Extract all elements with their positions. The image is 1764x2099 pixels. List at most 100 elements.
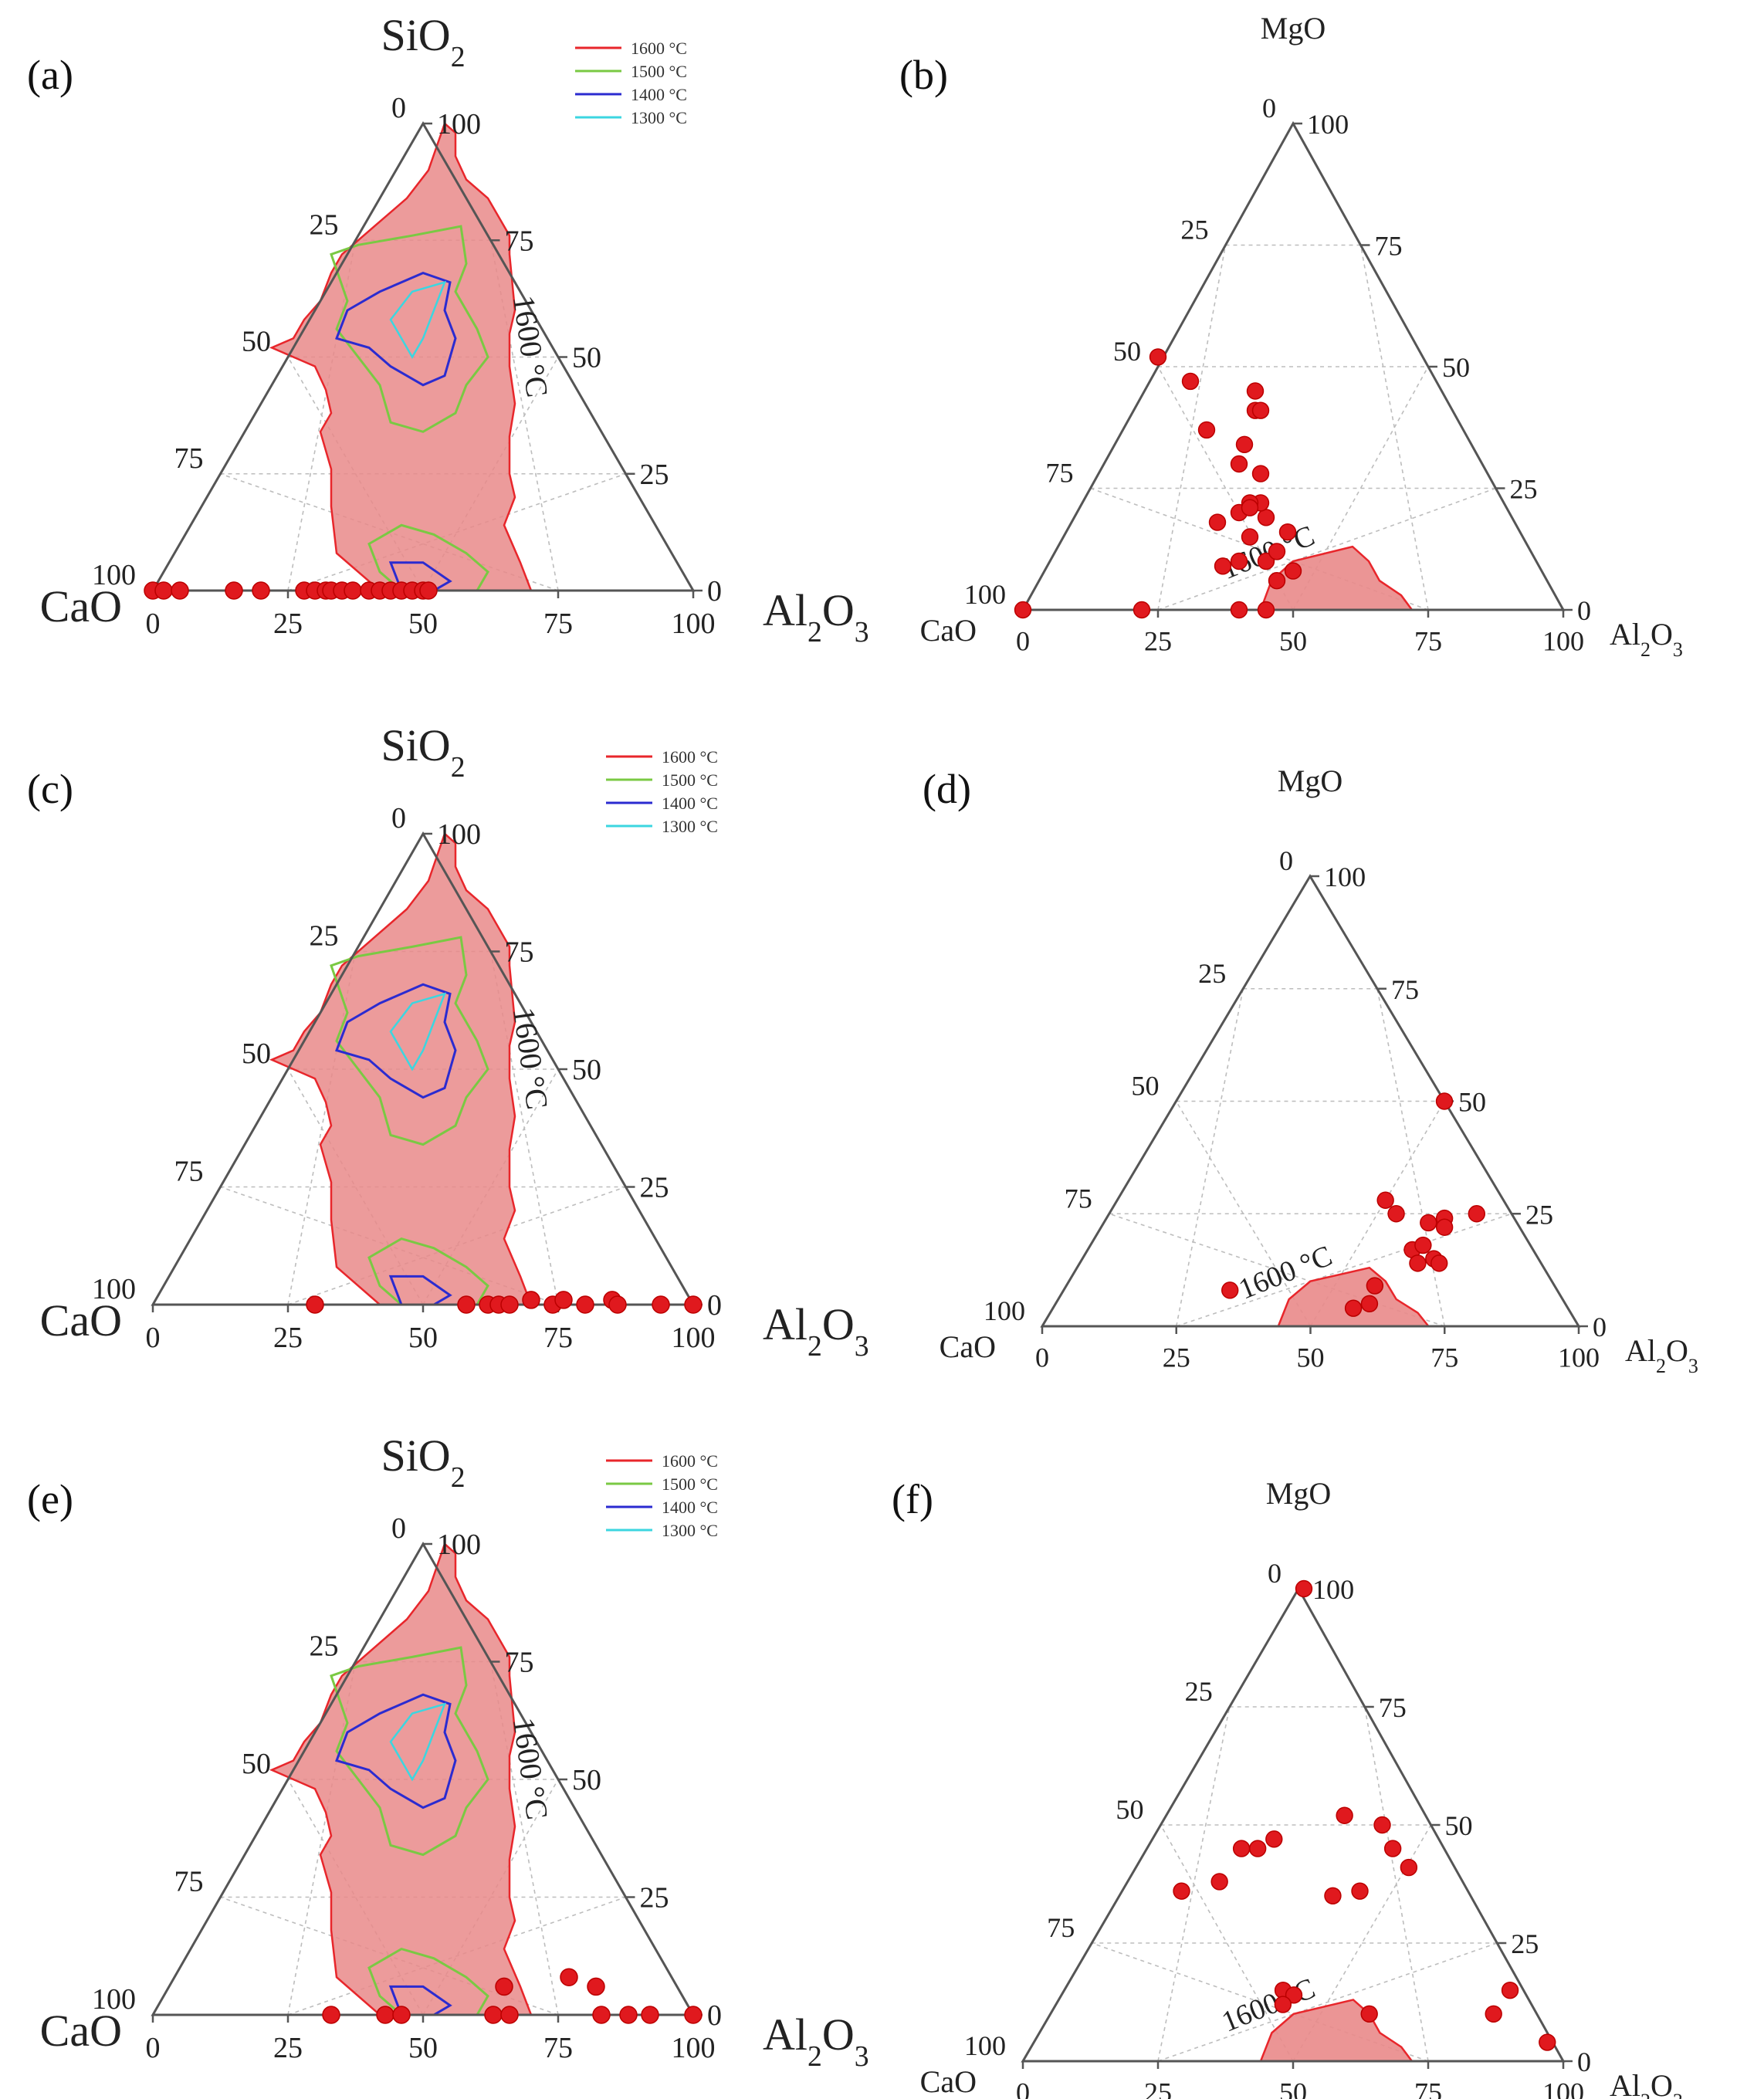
data-point [1246,382,1265,400]
right-tick-label: 0 [1593,1312,1607,1342]
right-tick-label: 25 [1511,1928,1539,1959]
bottom-tick-label: 50 [408,2032,438,2064]
right-tick-label: 50 [572,342,601,374]
bottom-tick-label: 75 [1414,2077,1442,2099]
data-point [322,2006,340,2024]
right-component-label-part: 3 [1673,638,1683,661]
data-point [1539,2033,1556,2051]
data-point [652,1295,670,1314]
data-point [1235,435,1254,453]
isotherm-1300 [389,1702,447,1782]
legend-label: 1300 °C [631,108,687,127]
data-point [1274,1996,1292,2013]
data-point [1284,562,1302,580]
data-point [500,2006,519,2024]
legend: 1600 °C 1500 °C 1400 °C 1300 °C [606,747,718,836]
right-component-label: Al2O3 [1625,1333,1698,1377]
tick-labels: 0 0 0 25 25 25 50 50 50 75 75 75 100 100 100 [964,1558,1591,2099]
top-component-label-part: MgO [1261,11,1326,46]
right-tick-label: 50 [572,1054,601,1086]
right-tick-label: 0 [707,575,722,608]
left-tick-label: 100 [92,1273,136,1305]
left-tick-label: 25 [310,920,339,953]
data-points [322,1968,703,2024]
data-point [1181,372,1200,391]
legend-label: 1400 °C [662,794,718,813]
right-tick-label: 100 [1307,109,1349,140]
left-tick-label: 100 [984,1295,1025,1326]
legend-label: 1300 °C [662,1521,718,1540]
top-component-label-part: MgO [1278,763,1342,798]
data-point [1351,1882,1369,1900]
top-component-label-part: SiO [381,10,450,60]
data-point [1360,1295,1379,1313]
right-component-label-part: O [1666,1333,1688,1368]
panel-label: (f) [892,1476,933,1522]
right-component-label-part: 3 [855,616,869,648]
left-tick-label: 50 [1116,1794,1143,1825]
data-point [1014,601,1032,619]
data-point [306,1295,324,1314]
left-tick-label: 50 [242,1038,271,1070]
isotherm-1400 [335,983,457,1099]
data-point [1295,1579,1313,1598]
top-component-label: SiO2 [381,720,465,784]
data-point [495,1977,513,1996]
right-component-label-part: 2 [808,2040,822,2073]
data-point [1485,2005,1502,2023]
isotherm-1400 [335,271,457,387]
data-point [1387,1205,1405,1223]
isotherm-1400 [335,1693,457,1810]
bottom-tick-label: 50 [408,1322,438,1354]
right-component-label-part: 3 [855,1330,869,1363]
isotherm-1500-lower [367,1947,489,2016]
right-component-label-part: Al [763,585,808,635]
data-point [592,2006,611,2024]
data-point [1248,1840,1267,1857]
data-point [1430,1254,1448,1272]
right-component-label-part: Al [1610,2068,1640,2099]
data-points [1173,1579,1556,2051]
grid-line [422,1779,559,2016]
left-component-label-part: CaO [940,1329,996,1364]
grid-line [1160,1824,1294,2062]
bottom-tick-label: 25 [273,1322,303,1354]
left-tick-label: 0 [1262,93,1276,124]
left-component-label: CaO [940,1329,996,1364]
data-point [154,581,173,600]
left-tick-label: 0 [391,1512,406,1545]
right-tick-label: 50 [1445,1810,1473,1841]
right-tick-label: 25 [640,1882,669,1914]
isotherm-label: 1600 °C [506,293,555,400]
left-tick-label: 100 [92,559,136,591]
data-point [684,2006,703,2024]
data-point [641,2006,659,2024]
isotherm-1300 [389,280,447,359]
grid-line [1175,1101,1312,1327]
top-component-label: SiO2 [381,10,465,73]
data-point [619,2006,638,2024]
left-tick-label: 50 [1131,1071,1159,1102]
right-component-label-part: O [822,2009,855,2060]
data-point [1336,1806,1353,1824]
bottom-tick-label: 0 [146,1322,161,1354]
left-tick-label: 75 [1065,1183,1092,1214]
data-point [1285,1986,1303,2004]
grid-line [1309,1101,1445,1327]
legend-label: 1400 °C [662,1498,718,1517]
bottom-tick-label: 75 [543,608,573,640]
left-tick-label: 0 [391,92,406,124]
bottom-tick-label: 0 [1016,2077,1030,2099]
right-component-label-part: Al [763,2009,808,2060]
right-component-label: Al2O3 [763,585,869,648]
data-point [587,1977,605,1996]
panel-label: (b) [899,52,948,98]
data-point [344,581,362,600]
right-tick-label: 75 [505,225,534,257]
left-component-label-part: CaO [40,1295,122,1346]
left-tick-label: 0 [1268,1558,1282,1589]
ternary-panel-6: 0 0 0 25 25 25 50 50 50 75 75 75 100 100 100 MgO CaO Al2O… [892,1476,1683,2099]
bottom-tick-label: 50 [408,608,438,640]
legend: 1600 °C 1500 °C 1400 °C 1300 °C [606,1451,718,1540]
data-points [144,581,438,600]
